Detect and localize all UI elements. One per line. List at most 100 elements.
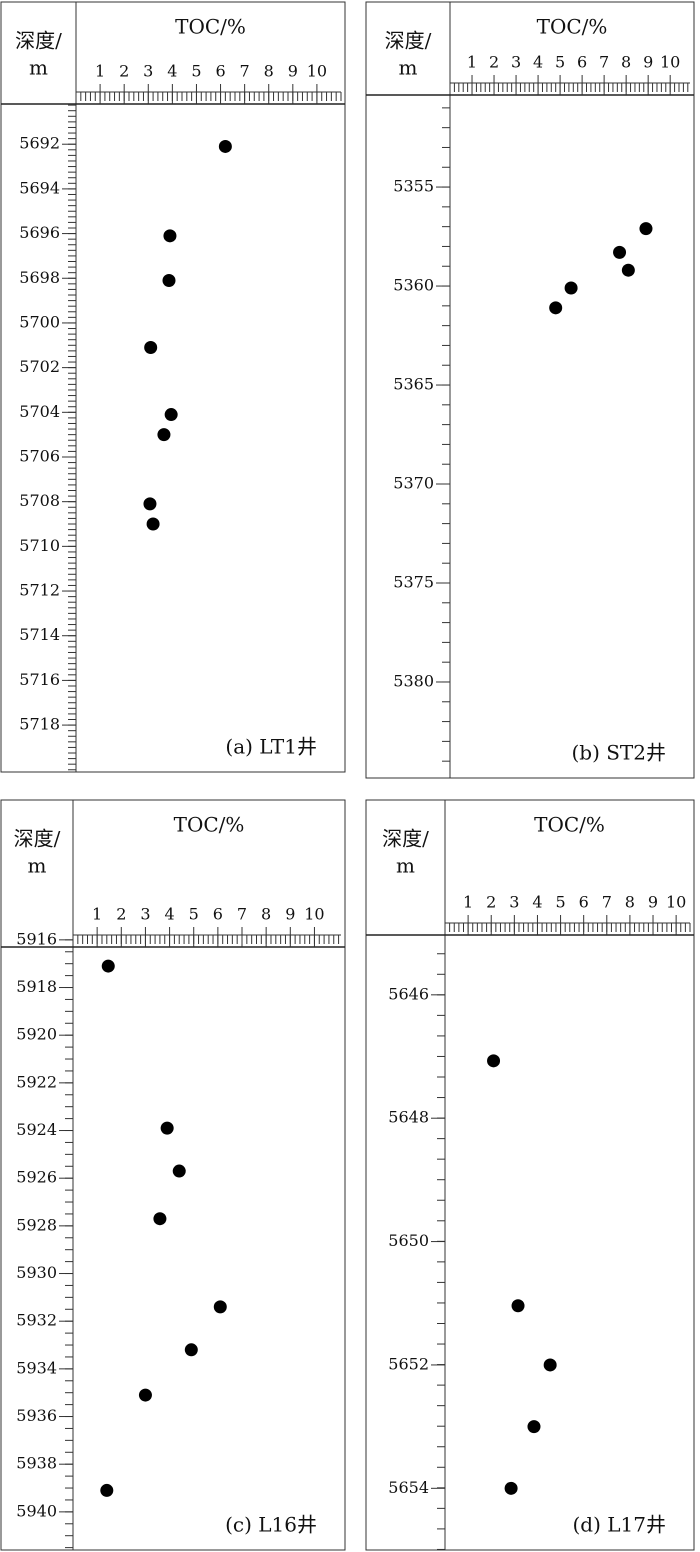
data-point bbox=[100, 1483, 114, 1497]
x-tick-label: 3 bbox=[511, 53, 521, 72]
data-point bbox=[621, 263, 635, 277]
y-tick-label: 5938 bbox=[16, 1454, 57, 1473]
y-tick-label: 5926 bbox=[16, 1168, 57, 1187]
data-point bbox=[164, 408, 178, 422]
y-axis-label: 深度/ bbox=[15, 29, 62, 53]
x-axis-label: TOC/% bbox=[175, 15, 246, 39]
y-tick-label: 5718 bbox=[19, 715, 60, 734]
y-tick-label: 5355 bbox=[393, 177, 434, 196]
panel-frame bbox=[0, 799, 346, 1551]
y-tick-label: 5706 bbox=[19, 446, 60, 465]
data-point bbox=[138, 1388, 152, 1402]
x-tick-label: 10 bbox=[307, 62, 327, 81]
data-point bbox=[613, 245, 627, 259]
data-point bbox=[172, 1164, 186, 1178]
y-tick-label: 5714 bbox=[19, 625, 60, 644]
y-tick-label: 5652 bbox=[388, 1354, 429, 1373]
y-tick-label: 5692 bbox=[19, 134, 60, 153]
y-tick-label: 5375 bbox=[393, 572, 434, 591]
y-axis-label: 深度/ bbox=[385, 29, 432, 53]
x-tick-label: 4 bbox=[532, 893, 542, 912]
data-point bbox=[213, 1300, 227, 1314]
y-tick-label: 5918 bbox=[16, 977, 57, 996]
x-tick-label: 7 bbox=[240, 62, 250, 81]
y-tick-label: 5700 bbox=[19, 312, 60, 331]
y-tick-label: 5370 bbox=[393, 474, 434, 493]
x-tick-label: 9 bbox=[285, 905, 295, 924]
x-tick-label: 5 bbox=[189, 905, 199, 924]
y-axis-label: 深度/ bbox=[382, 827, 429, 851]
data-point bbox=[146, 517, 160, 531]
data-point bbox=[527, 1420, 541, 1434]
x-tick-label: 9 bbox=[288, 62, 298, 81]
y-tick-label: 5934 bbox=[16, 1358, 57, 1377]
panel-frame bbox=[365, 799, 695, 1551]
y-tick-label: 5712 bbox=[19, 581, 60, 600]
y-tick-label: 5654 bbox=[388, 1478, 429, 1497]
y-tick-label: 5698 bbox=[19, 268, 60, 287]
panel-frame bbox=[0, 1, 346, 773]
x-tick-label: 9 bbox=[643, 53, 653, 72]
panel-frame bbox=[365, 1, 695, 779]
x-tick-label: 6 bbox=[215, 62, 225, 81]
y-tick-label: 5704 bbox=[19, 402, 60, 421]
y-tick-label: 5708 bbox=[19, 491, 60, 510]
x-tick-label: 9 bbox=[648, 893, 658, 912]
y-tick-label: 5380 bbox=[393, 671, 434, 690]
y-tick-label: 5916 bbox=[16, 929, 57, 948]
y-tick-label: 5930 bbox=[16, 1263, 57, 1282]
annotation: (b) ST2井 bbox=[571, 741, 666, 765]
y-axis-label: m bbox=[396, 854, 415, 878]
x-tick-label: 10 bbox=[660, 53, 680, 72]
data-point bbox=[511, 1299, 525, 1313]
x-tick-label: 2 bbox=[119, 62, 129, 81]
x-tick-label: 4 bbox=[164, 905, 174, 924]
x-tick-label: 4 bbox=[533, 53, 543, 72]
y-tick-label: 5646 bbox=[388, 984, 429, 1003]
annotation: (a) LT1井 bbox=[225, 735, 317, 759]
y-tick-label: 5932 bbox=[16, 1311, 57, 1330]
data-point bbox=[157, 428, 171, 442]
data-point bbox=[162, 273, 176, 287]
x-tick-label: 2 bbox=[486, 893, 496, 912]
x-tick-label: 7 bbox=[599, 53, 609, 72]
data-point bbox=[143, 497, 157, 511]
x-tick-label: 1 bbox=[95, 62, 105, 81]
y-tick-label: 5702 bbox=[19, 357, 60, 376]
y-tick-label: 5650 bbox=[388, 1231, 429, 1250]
x-axis-label: TOC/% bbox=[534, 813, 605, 837]
data-point bbox=[101, 959, 115, 973]
x-tick-label: 8 bbox=[625, 893, 635, 912]
x-tick-label: 5 bbox=[555, 53, 565, 72]
x-tick-label: 3 bbox=[140, 905, 150, 924]
data-point bbox=[153, 1212, 167, 1226]
y-tick-label: 5928 bbox=[16, 1215, 57, 1234]
data-point bbox=[163, 229, 177, 243]
x-tick-label: 1 bbox=[463, 893, 473, 912]
x-tick-label: 8 bbox=[261, 905, 271, 924]
data-point bbox=[549, 301, 563, 315]
x-tick-label: 8 bbox=[621, 53, 631, 72]
annotation: (c) L16井 bbox=[225, 1513, 317, 1537]
y-tick-label: 5696 bbox=[19, 223, 60, 242]
x-tick-label: 3 bbox=[509, 893, 519, 912]
x-tick-label: 5 bbox=[555, 893, 565, 912]
y-tick-label: 5710 bbox=[19, 536, 60, 555]
y-tick-label: 5936 bbox=[16, 1406, 57, 1425]
y-tick-label: 5922 bbox=[16, 1072, 57, 1091]
data-point bbox=[504, 1481, 518, 1495]
x-tick-label: 5 bbox=[191, 62, 201, 81]
data-point bbox=[487, 1054, 501, 1068]
y-axis-label: m bbox=[399, 56, 418, 80]
y-tick-label: 5940 bbox=[16, 1501, 57, 1520]
x-tick-label: 7 bbox=[237, 905, 247, 924]
y-tick-label: 5648 bbox=[388, 1108, 429, 1127]
y-tick-label: 5365 bbox=[393, 375, 434, 394]
x-tick-label: 8 bbox=[264, 62, 274, 81]
x-tick-label: 2 bbox=[116, 905, 126, 924]
x-tick-label: 6 bbox=[577, 53, 587, 72]
data-point bbox=[144, 341, 158, 355]
x-tick-label: 10 bbox=[666, 893, 686, 912]
x-axis-label: TOC/% bbox=[174, 813, 245, 837]
data-point bbox=[160, 1121, 174, 1135]
